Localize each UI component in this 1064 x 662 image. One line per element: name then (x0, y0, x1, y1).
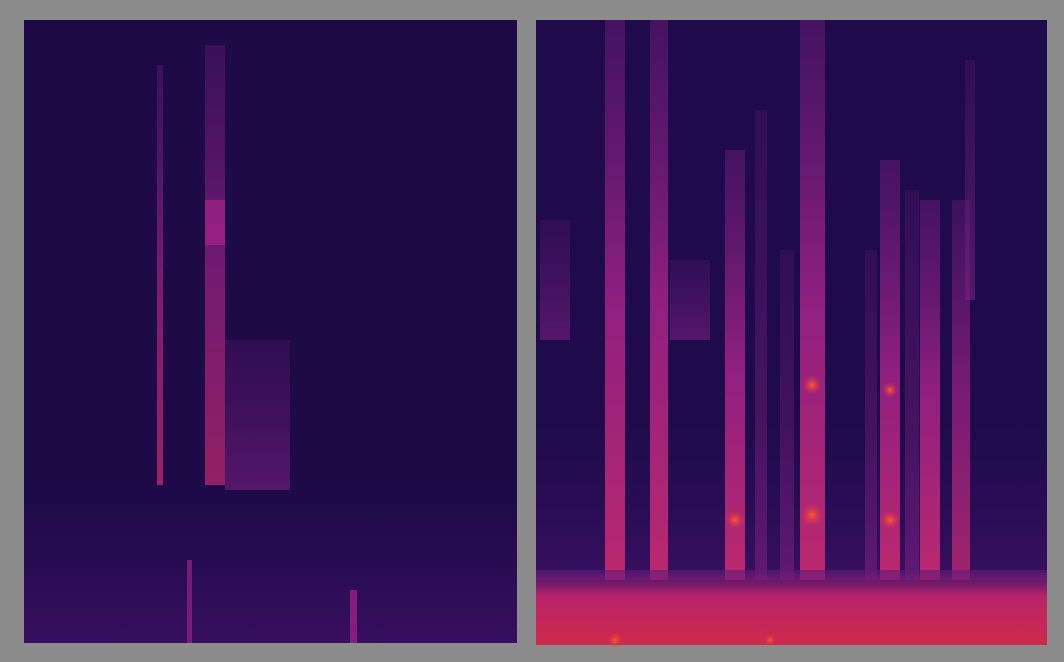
streak (755, 110, 767, 580)
streak-highlight (205, 200, 225, 245)
hot-spot (764, 634, 776, 646)
streak (605, 20, 625, 580)
streak (780, 250, 794, 580)
streak (865, 250, 877, 580)
streak (350, 590, 357, 643)
streak (920, 200, 940, 580)
hot-spot (880, 510, 900, 530)
streak (157, 65, 163, 485)
streak (905, 190, 919, 580)
hot-spot (607, 632, 623, 648)
hot-spot (800, 503, 824, 527)
right-spectrogram (536, 20, 1047, 648)
streak-block (225, 340, 290, 490)
hot-spot (882, 382, 898, 398)
streak (540, 220, 570, 340)
noise-floor (24, 480, 517, 643)
streak (965, 60, 975, 300)
hot-spot (725, 510, 745, 530)
streak (800, 20, 825, 580)
streak (187, 560, 192, 643)
hot-spot (802, 375, 822, 395)
spectrogram-view (0, 0, 1064, 662)
streak (650, 20, 668, 580)
page (0, 0, 1064, 662)
left-spectrogram (24, 20, 517, 643)
streak (670, 260, 710, 340)
streak (205, 45, 225, 485)
